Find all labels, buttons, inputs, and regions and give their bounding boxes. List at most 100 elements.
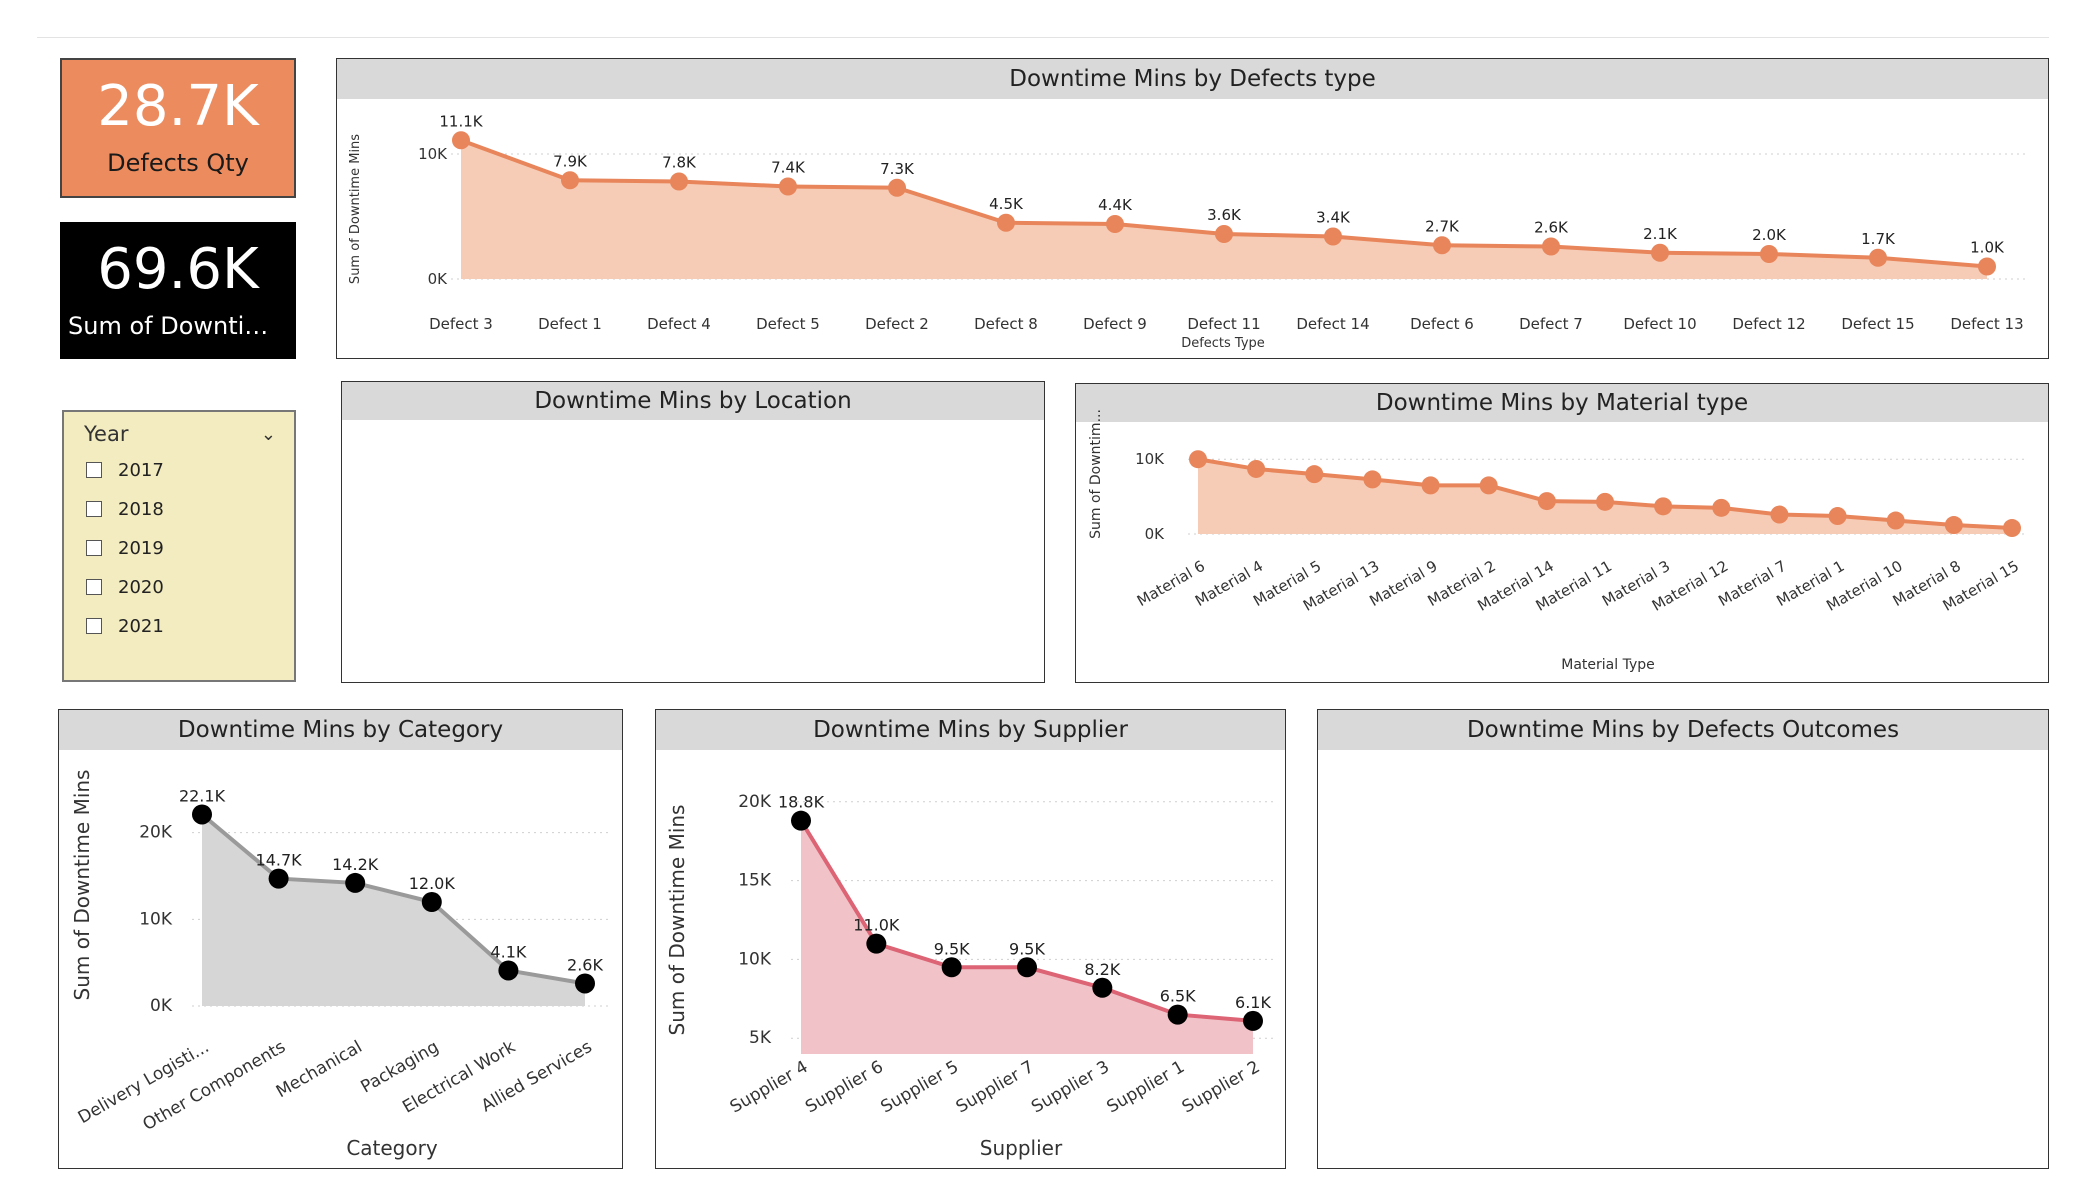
data-label: 14.2K xyxy=(332,855,379,874)
x-tick-label: Defect 5 xyxy=(756,315,820,333)
y-tick-label: 10K xyxy=(738,949,772,969)
kpi-label: Sum of Downtime... xyxy=(68,311,288,340)
data-label: 7.4K xyxy=(771,159,806,177)
data-label: 2.0K xyxy=(1752,226,1787,244)
chart-panel-outcomes[interactable]: Downtime Mins by Defects Outcomes xyxy=(1317,709,2049,1169)
x-tick-label: Defect 2 xyxy=(865,315,929,333)
data-point xyxy=(670,172,688,191)
slicer-option-label: 2021 xyxy=(118,615,164,637)
y-tick-label: 5K xyxy=(749,1028,772,1048)
x-tick-label: Supplier 4 xyxy=(727,1057,812,1117)
slicer-title: Year xyxy=(84,422,129,446)
checkbox[interactable] xyxy=(86,618,102,634)
chart-panel-location[interactable]: Downtime Mins by Location xyxy=(341,381,1045,683)
chart-svg: 0K 10K 11.1K Defect 3 7.9K Defect 1 7.8K Defect… xyxy=(348,112,2027,351)
y-tick-label: 15K xyxy=(738,871,772,891)
data-label: 4.5K xyxy=(989,195,1024,213)
checkbox[interactable] xyxy=(86,501,102,517)
chart-panel-category[interactable]: Downtime Mins by Category 0K 10K 20K 22.1K D… xyxy=(58,709,623,1169)
x-tick-label: Defect 6 xyxy=(1410,315,1474,333)
data-point xyxy=(1869,248,1887,267)
data-point xyxy=(1654,497,1673,516)
chart-title: Downtime Mins by Location xyxy=(342,382,1044,420)
x-tick-label: Defect 9 xyxy=(1083,315,1147,333)
chart-panel-defects-type[interactable]: Downtime Mins by Defects type 0K 10K 11.1K… xyxy=(336,58,2049,359)
data-label: 4.4K xyxy=(1098,196,1133,214)
data-label: 6.1K xyxy=(1235,993,1271,1012)
data-label: 2.6K xyxy=(567,955,603,974)
chart-panel-supplier[interactable]: Downtime Mins by Supplier 5K 10K 15K 20K 18.… xyxy=(655,709,1286,1169)
top-divider xyxy=(37,37,2049,38)
checkbox[interactable] xyxy=(86,462,102,478)
chevron-down-icon[interactable]: ⌄ xyxy=(260,424,276,445)
data-label: 2.6K xyxy=(1534,219,1569,237)
data-label: 12.0K xyxy=(409,874,456,893)
data-point xyxy=(1828,507,1847,526)
y-tick-label: 20K xyxy=(738,792,772,812)
y-axis-title: Sum of Downtime Mins xyxy=(70,770,94,1001)
checkbox[interactable] xyxy=(86,579,102,595)
data-label: 22.1K xyxy=(179,786,226,805)
data-label: 6.5K xyxy=(1160,987,1196,1006)
data-point xyxy=(1651,243,1669,262)
x-tick-label: Defect 15 xyxy=(1841,315,1914,333)
data-point xyxy=(1363,470,1382,489)
slicer-option[interactable]: 2019 xyxy=(86,536,164,560)
x-tick-label: Defect 1 xyxy=(538,315,602,333)
x-tick-label: Defect 7 xyxy=(1519,315,1583,333)
year-slicer[interactable]: Year ⌄ 2017 2018 2019 2020 2021 xyxy=(62,410,296,682)
x-tick-label: Defect 4 xyxy=(647,315,711,333)
data-point xyxy=(1305,465,1324,484)
slicer-option[interactable]: 2017 xyxy=(86,458,164,482)
x-tick-label: Defect 8 xyxy=(974,315,1038,333)
slicer-option[interactable]: 2020 xyxy=(86,575,164,599)
y-tick-label: 0K xyxy=(1145,525,1166,543)
data-point xyxy=(1324,227,1342,246)
checkbox[interactable] xyxy=(86,540,102,556)
chart-title: Downtime Mins by Defects Outcomes xyxy=(1318,710,2048,750)
data-label: 9.5K xyxy=(1009,939,1045,958)
data-point xyxy=(1712,498,1731,517)
series-line xyxy=(200,812,586,986)
data-point xyxy=(1247,459,1266,478)
area-fill xyxy=(461,140,1987,279)
area-fill xyxy=(801,820,1253,1054)
slicer-option[interactable]: 2021 xyxy=(86,614,164,638)
data-point xyxy=(1215,225,1233,243)
data-point xyxy=(575,973,595,994)
data-point xyxy=(1092,977,1113,998)
chart-title: Downtime Mins by Category xyxy=(59,710,622,750)
x-tick-label: Supplier 2 xyxy=(1179,1057,1264,1117)
data-point xyxy=(997,213,1015,232)
x-tick-label: Defect 11 xyxy=(1187,315,1260,333)
data-point xyxy=(1243,1010,1263,1031)
data-point xyxy=(421,892,442,912)
data-label: 3.6K xyxy=(1207,206,1242,224)
y-axis-title: Sum of Downtim... xyxy=(1088,409,1104,539)
chart-title: Downtime Mins by Defects type xyxy=(337,59,2048,99)
data-label: 4.1K xyxy=(490,942,526,961)
data-label: 7.3K xyxy=(880,160,915,178)
x-tick-label: Supplier 1 xyxy=(1103,1057,1188,1117)
data-point xyxy=(1106,215,1124,233)
y-tick-label: 20K xyxy=(139,823,173,843)
y-tick-label: 10K xyxy=(1135,450,1165,468)
kpi-value: 69.6K xyxy=(97,236,259,302)
slicer-option[interactable]: 2018 xyxy=(86,497,164,521)
chart-title: Downtime Mins by Material type xyxy=(1076,384,2048,422)
chart-panel-material[interactable]: Downtime Mins by Material type 0K 10K Mate… xyxy=(1075,383,2049,683)
data-label: 8.2K xyxy=(1084,960,1120,979)
x-tick-label: Supplier 3 xyxy=(1028,1057,1113,1117)
data-point xyxy=(1978,257,1996,276)
x-axis-title: Supplier xyxy=(980,1136,1063,1160)
kpi-card-downtime[interactable]: 69.6K Sum of Downtime... xyxy=(60,222,296,359)
data-label: 7.9K xyxy=(553,152,588,170)
data-label: 2.7K xyxy=(1425,217,1460,235)
data-point xyxy=(498,960,519,981)
data-point xyxy=(452,131,470,150)
kpi-card-defects-qty[interactable]: 28.7K Defects Qty xyxy=(60,58,296,198)
x-tick-label: Supplier 5 xyxy=(877,1057,962,1117)
x-axis-title: Category xyxy=(346,1136,438,1160)
slicer-option-label: 2018 xyxy=(118,498,164,520)
